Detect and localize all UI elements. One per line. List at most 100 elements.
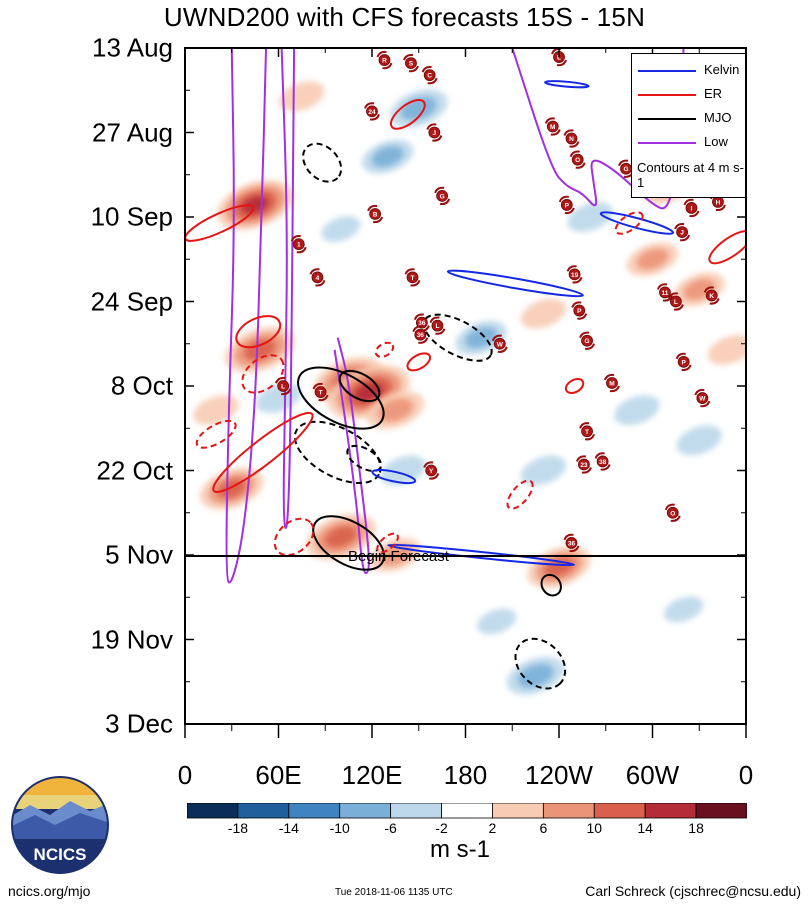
cyclone-label: O [575,157,580,164]
kelvin-contour [446,269,584,298]
cyclone-label: W [699,396,706,403]
cyclone-dot [378,54,391,66]
cyclone-swirl [683,198,700,218]
cyclone-swirl [544,117,561,136]
colorbar-swatch [492,803,544,819]
cyclone-dot [405,57,417,69]
cyclone-dot [431,319,444,332]
x-tick-label: 60W [625,760,680,790]
cyclone-marker: O [664,503,681,522]
er-contour [708,230,746,265]
cyclone-swirl [579,331,595,350]
cyclone-dot [292,238,305,251]
kelvin-contour [371,468,417,485]
cyclone-label: G [623,166,628,173]
cyclone-dot [581,425,593,438]
x-tick-label: 60E [255,760,302,790]
cyclone-label: 23 [580,462,588,469]
cyclone-label: P [681,359,686,366]
er-contour [389,99,426,130]
mjo-contour [312,515,385,571]
cyclone-swirl [309,268,326,287]
anomaly-blob [244,339,276,361]
legend-swatch-kelvin [638,70,696,72]
cyclone-label: H [716,199,721,206]
cyclone-label: I [691,205,693,212]
cyclone-dot [414,328,427,341]
colorbar-swatch [542,803,595,819]
logo-text: NCICS [34,845,87,864]
cyclone-label: 36 [418,320,426,327]
cyclone-dot [423,69,436,82]
x-tick-label: 120W [525,760,593,790]
anomaly-blob [567,202,613,232]
cyclone-dot [565,537,578,549]
cyclone-label: T [319,390,323,397]
anomaly-blob [676,425,722,456]
er-contour [406,352,432,372]
cyclone-marker: B [367,204,384,224]
cyclone-swirl [675,352,692,371]
cyclone-marker: J [674,222,691,242]
cyclone-marker: P [675,352,692,371]
er-contour [212,411,314,493]
cyclone-label: R [382,58,387,65]
cyclone-label: Y [429,468,434,475]
cyclone-label: K [709,293,714,300]
cyclone-dot [428,126,441,139]
cyclone-marker: 1 [290,235,307,254]
anomaly-blob [664,596,704,623]
cyclone-marker: 24 [364,102,380,121]
colorbar-label: 10 [586,820,603,836]
anomaly-blob [279,81,325,112]
cyclone-marker: G [618,159,634,178]
mjo-contour [297,366,385,430]
cyclone-marker: M [544,117,561,136]
cyclone-dot [436,189,449,202]
cyclone-label: 4 [316,275,320,282]
cyclone-label: C [427,73,432,80]
cyclone-marker: C [421,66,438,85]
cyclone-marker: I [683,198,700,218]
colorbar-label: 6 [539,820,548,836]
cyclone-swirl [674,222,691,242]
cyclone-marker: L [429,316,446,335]
cyclone-dot [669,295,682,308]
mjo-contour [514,637,567,690]
mjo-contour [293,420,382,484]
cyclone-marker: Y [423,461,440,480]
cyclone-label: P [577,308,582,315]
cyclone-label: L [557,55,561,62]
er-contour [614,211,644,235]
low-contour [511,48,685,210]
anomaly-blob [520,455,567,486]
cyclone-swirl [694,388,711,408]
legend-label: MJO [704,110,732,125]
colorbar [187,803,747,819]
cyclone-marker: J [426,123,443,142]
cyclone-dot [311,271,324,284]
cyclone-label: 1 [297,242,301,249]
anomaly-blob [325,526,357,548]
y-tick-label: 27 Aug [92,117,173,147]
x-tick-label: 180 [443,760,488,790]
cyclone-marker: L [275,376,292,396]
mjo-contour [540,573,562,597]
cyclone-swirl [404,268,421,287]
cyclone-dot [415,316,428,329]
cyclone-dot [676,226,689,238]
anomaly-blob [707,334,746,365]
y-tick-label: 8 Oct [110,370,173,401]
cyclone-swirl [421,66,438,85]
legend-item-kelvin: Kelvin [632,62,747,80]
cyclone-dot [571,153,584,166]
cyclone-label: 36 [568,540,576,547]
footer-right: Carl Schreck (cjschrec@ncsu.edu) [585,883,801,899]
colorbar-swatch [237,803,290,819]
colorbar-label: 18 [688,820,704,836]
cyclone-dot [596,455,609,468]
anomaly-blob [520,298,567,329]
colorbar-label: -10 [329,820,350,836]
cyclone-swirl [664,503,681,522]
cyclone-dot [705,289,718,302]
